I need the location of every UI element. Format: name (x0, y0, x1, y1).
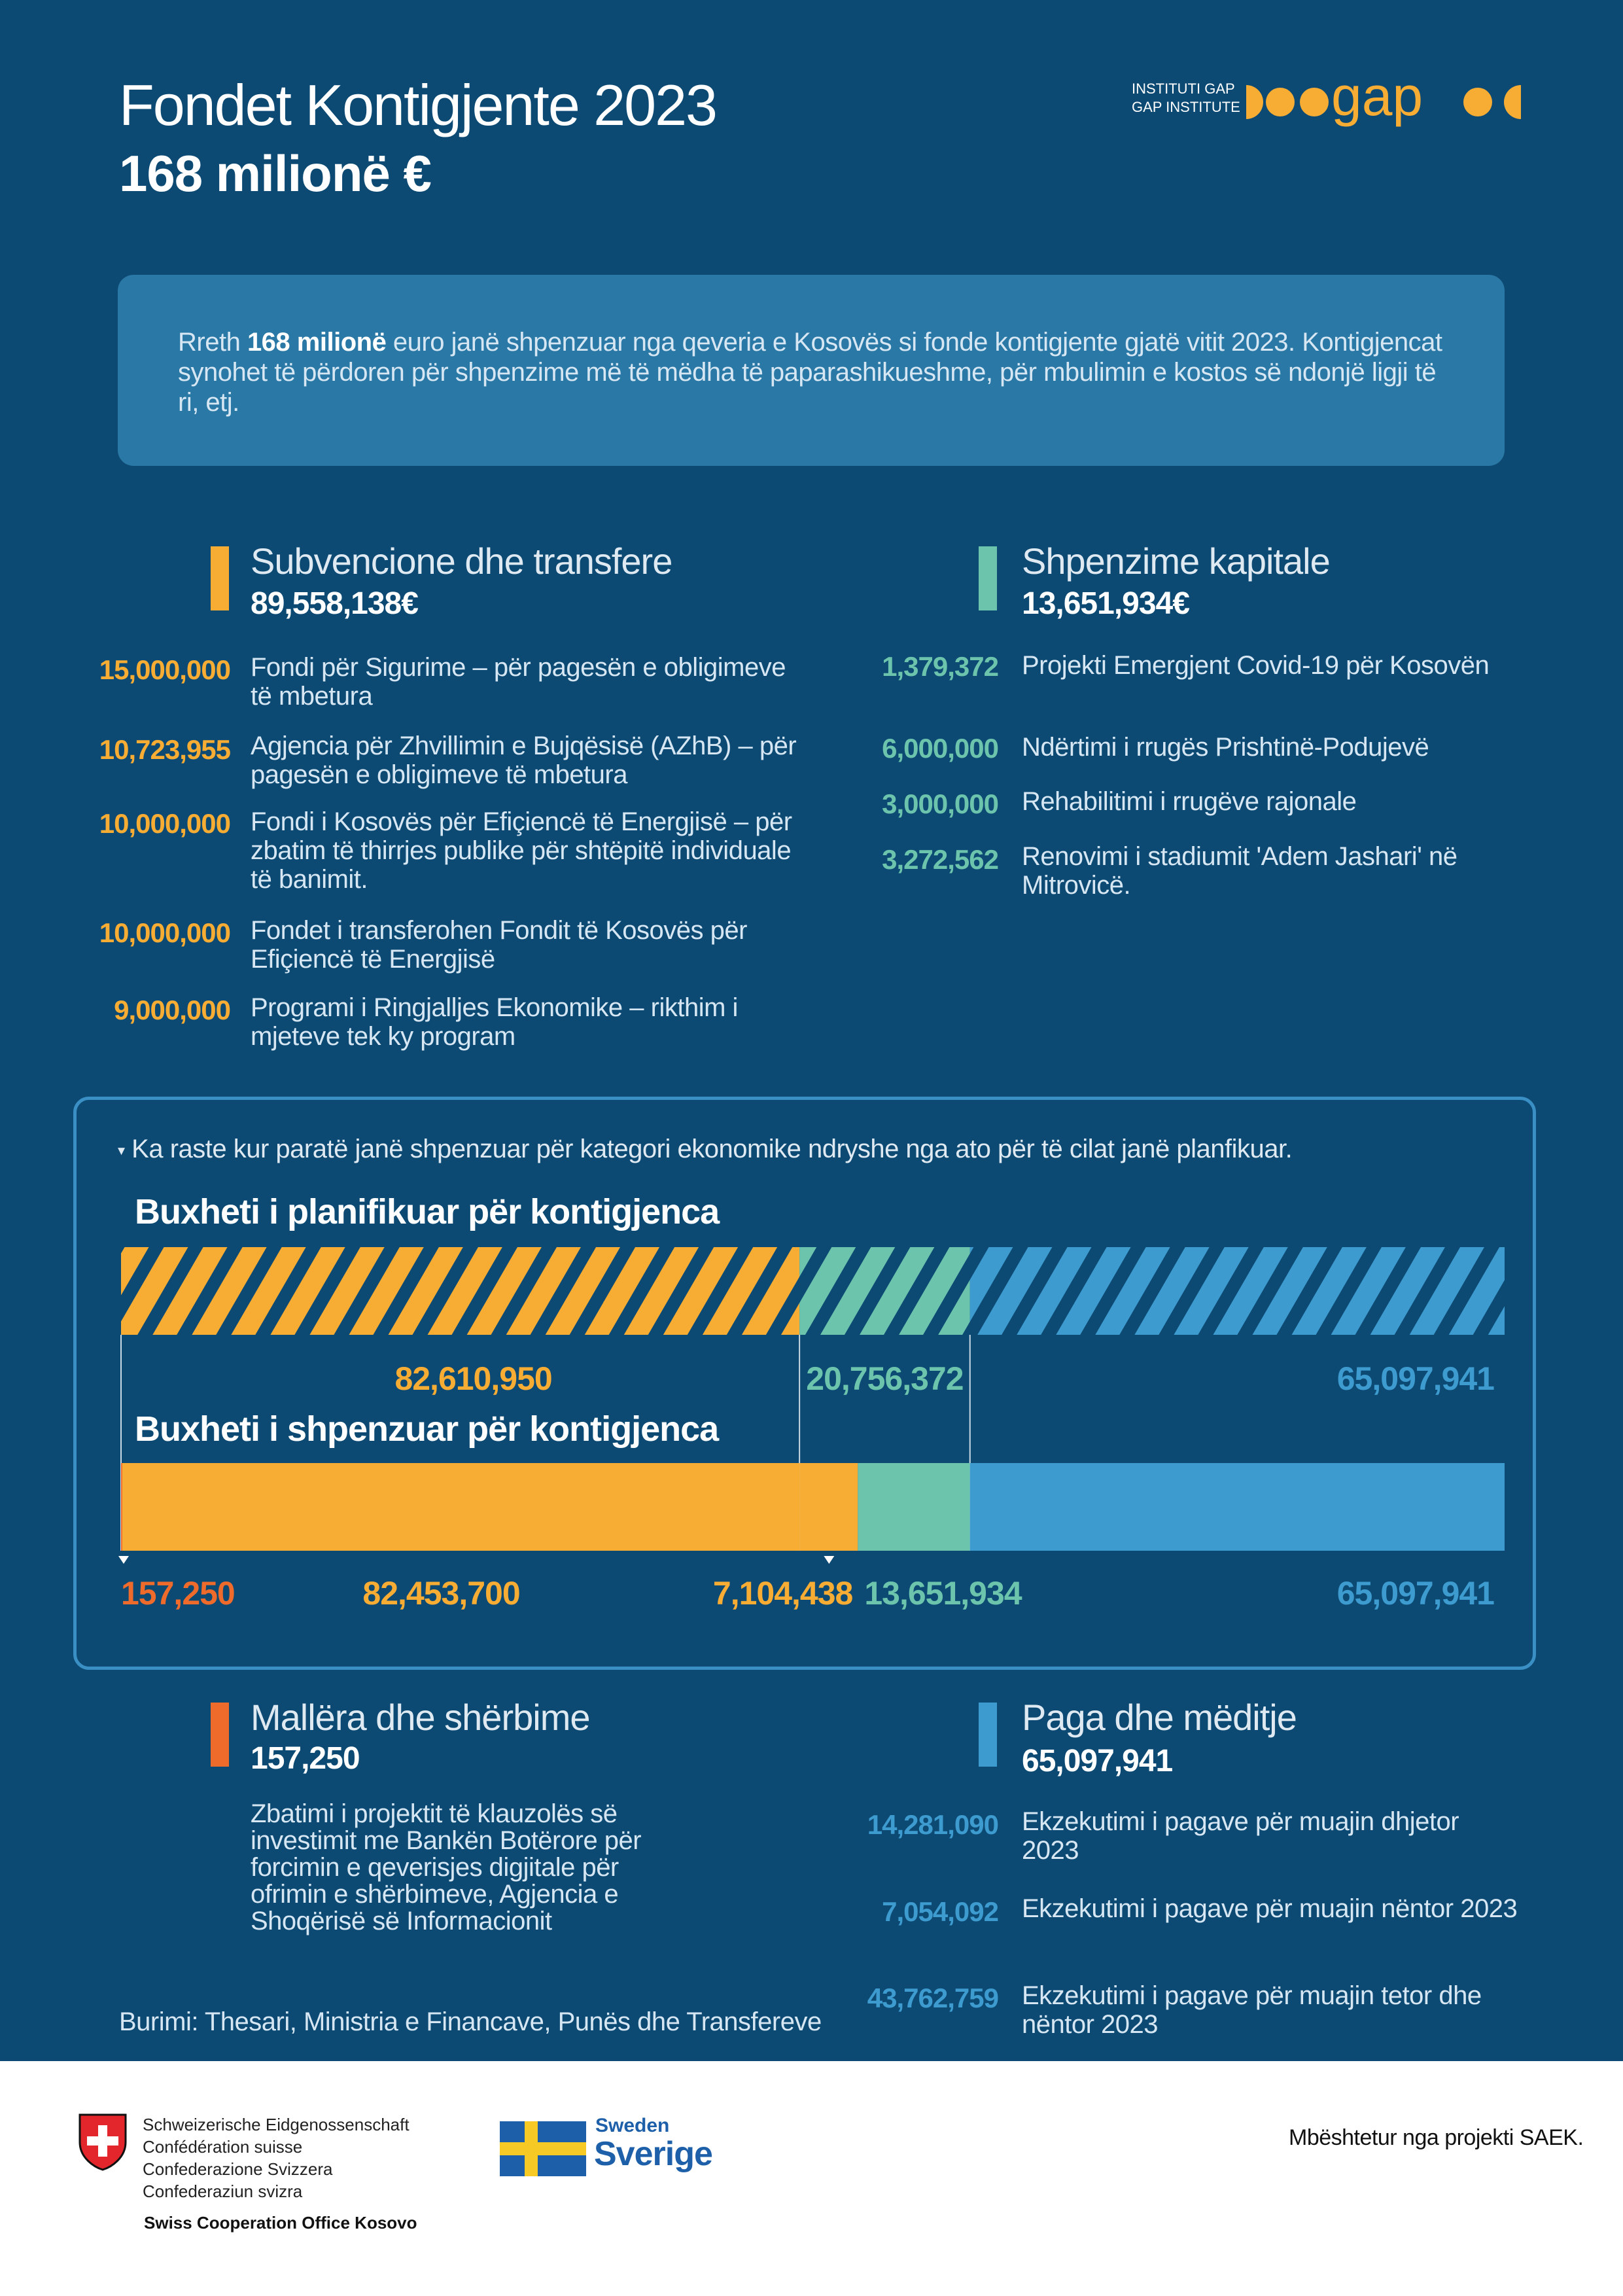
intro-bold: 168 milionë (247, 328, 387, 357)
paga-item-desc: Ekzekutimi i pagave për muajin dhjetor 2… (1022, 1807, 1459, 1865)
spent-bar (121, 1463, 1505, 1551)
kapitale-total: 13,651,934€ (1022, 586, 1190, 621)
subvencione-item-desc: Fondet i transferohen Fondit të Kosovës … (251, 916, 747, 974)
bar-value-label: 82,453,700 (362, 1575, 519, 1610)
subvencione-item-amount: 9,000,000 (114, 995, 231, 1025)
logo-half-dot-icon (1246, 85, 1263, 119)
logo-word: gap (1331, 72, 1423, 127)
mallra-desc: Zbatimi i projektit të klauzolës së inve… (251, 1799, 642, 1935)
intro-lead: Rreth (178, 328, 247, 357)
kapitale-item-amount: 1,379,372 (882, 651, 999, 682)
chart-note: ▾ Ka raste kur paratë janë shpenzuar për… (118, 1135, 1293, 1164)
paga-item-amount: 43,762,759 (867, 1983, 999, 2013)
bar-segment (969, 1463, 1505, 1551)
bar-segment (969, 1247, 1505, 1335)
subvencione-marker (211, 546, 229, 610)
kapitale-item-amount: 3,272,562 (882, 844, 999, 875)
logo-line-2: GAP INSTITUTE (1132, 99, 1240, 115)
pointer-icon (824, 1556, 835, 1564)
mallra-marker (211, 1703, 229, 1767)
subvencione-total: 89,558,138€ (251, 586, 419, 621)
mallra-total: 157,250 (251, 1741, 360, 1776)
paga-marker (979, 1703, 997, 1767)
bar-segment (799, 1463, 858, 1551)
sweden-label: Sweden (595, 2115, 670, 2136)
swiss-confederation-text: Schweizerische Eidgenossenschaft Confédé… (143, 2113, 410, 2202)
spent-bar-title: Buxheti i shpenzuar për kontigjenca (135, 1409, 720, 1449)
subvencione-item-amount: 10,723,955 (99, 734, 231, 765)
swiss-line: Confédération suisse (143, 2137, 303, 2157)
bar-value-label: 20,756,372 (806, 1360, 963, 1397)
kapitale-item-desc: Ndërtimi i rrugës Prishtinë-Podujevë (1022, 733, 1429, 762)
bar-segment (122, 1463, 800, 1551)
kapitale-item-desc: Renovimi i stadiumit 'Adem Jashari' në M… (1022, 842, 1457, 900)
mallra-title: Mallëra dhe shërbime (251, 1697, 590, 1738)
subvencione-item-desc: Agjencia për Zhvillimin e Bujqësisë (AZh… (251, 732, 797, 789)
subvencione-title: Subvencione dhe transfere (251, 540, 672, 582)
logo-caption: INSTITUTI GAP GAP INSTITUTE (1132, 80, 1240, 116)
kapitale-marker (979, 546, 997, 610)
budget-chart: Buxheti i planifikuar për kontigjenca 82… (118, 1192, 1505, 1610)
spent-bar-labels: 157,250 82,453,700 7,104,438 13,651,934 65,0… (118, 1556, 1495, 1610)
kapitale-item-amount: 3,000,000 (882, 788, 999, 819)
sverige-label: Sverige (594, 2135, 713, 2173)
logo-dot-icon (1266, 88, 1295, 116)
chart-frame (73, 1097, 1536, 1670)
bar-value-label: 13,651,934 (864, 1575, 1022, 1610)
bar-segment (121, 1247, 800, 1335)
infographic-poster: Fondet Kontigjente 2023 168 milionë € IN… (0, 0, 1623, 2061)
paga-item-desc: Ekzekutimi i pagave për muajin tetor dhe… (1022, 1981, 1482, 2039)
gap-institute-logo: gap (1246, 72, 1521, 127)
chart-note-text: Ka raste kur paratë janë shpenzuar për k… (131, 1135, 1293, 1163)
bar-segment (799, 1247, 970, 1335)
logo-dot-icon (1463, 88, 1492, 116)
bar-value-label: 65,097,941 (1337, 1575, 1494, 1610)
bar-value-label: 7,104,438 (713, 1575, 853, 1610)
sweden-flag-icon (500, 2121, 586, 2176)
logo-dot-icon (1300, 88, 1329, 116)
kapitale-title: Shpenzime kapitale (1022, 540, 1331, 582)
bar-segment (858, 1463, 970, 1551)
page-title: Fondet Kontigjente 2023 (119, 73, 718, 137)
footer: Schweizerische Eidgenossenschaft Confédé… (0, 2061, 1623, 2296)
kapitale-item-desc: Projekti Emergjent Covid-19 për Kosovën (1022, 651, 1490, 680)
swiss-line: Confederaziun svizra (143, 2181, 303, 2201)
bar-value-label: 65,097,941 (1337, 1360, 1494, 1397)
intro-box: Rreth 168 milionë euro janë shpenzuar ng… (118, 275, 1505, 466)
paga-item-amount: 7,054,092 (882, 1896, 999, 1927)
subvencione-item-amount: 10,000,000 (99, 917, 231, 948)
logo-half-dot-icon (1504, 85, 1521, 119)
swiss-office-text: Swiss Cooperation Office Kosovo (144, 2213, 417, 2233)
intro-rest: euro janë shpenzuar nga qeveria e Kosovë… (178, 328, 1442, 417)
subvencione-item-amount: 15,000,000 (99, 654, 231, 685)
source-note: Burimi: Thesari, Ministria e Financave, … (119, 2007, 822, 2036)
paga-item-amount: 14,281,090 (867, 1809, 999, 1840)
planned-bar-labels: 82,610,950 20,756,372 65,097,941 (394, 1360, 1495, 1397)
caret-down-icon: ▾ (118, 1142, 125, 1159)
paga-total: 65,097,941 (1022, 1744, 1173, 1778)
support-note: Mbështetur nga projekti SAEK. (1289, 2125, 1584, 2150)
bar-value-label: 82,610,950 (394, 1360, 551, 1397)
subvencione-item-desc: Fondi i Kosovës për Efiçiencë të Energji… (251, 807, 792, 894)
kapitale-item-desc: Rehabilitimi i rrugëve rajonale (1022, 787, 1357, 816)
paga-item-desc: Ekzekutimi i pagave për muajin nëntor 20… (1022, 1894, 1518, 1923)
planned-bar-title: Buxheti i planifikuar për kontigjenca (135, 1192, 720, 1231)
paga-title: Paga dhe mëditje (1022, 1697, 1297, 1738)
subvencione-item-amount: 10,000,000 (99, 808, 231, 839)
subvencione-item-desc: Programi i Ringjalljes Ekonomike – rikth… (251, 993, 738, 1051)
kapitale-item-amount: 6,000,000 (882, 733, 999, 764)
page-subtitle: 168 milionë € (119, 145, 432, 202)
bar-value-label: 157,250 (121, 1575, 235, 1610)
swiss-line: Confederazione Svizzera (143, 2159, 333, 2179)
swiss-shield-icon (79, 2113, 127, 2171)
logo-line-1: INSTITUTI GAP (1132, 80, 1235, 97)
planned-bar (121, 1247, 1505, 1335)
swiss-line: Schweizerische Eidgenossenschaft (143, 2115, 410, 2134)
subvencione-item-desc: Fondi për Sigurime – për pagesën e oblig… (251, 653, 786, 711)
pointer-icon (118, 1556, 129, 1564)
